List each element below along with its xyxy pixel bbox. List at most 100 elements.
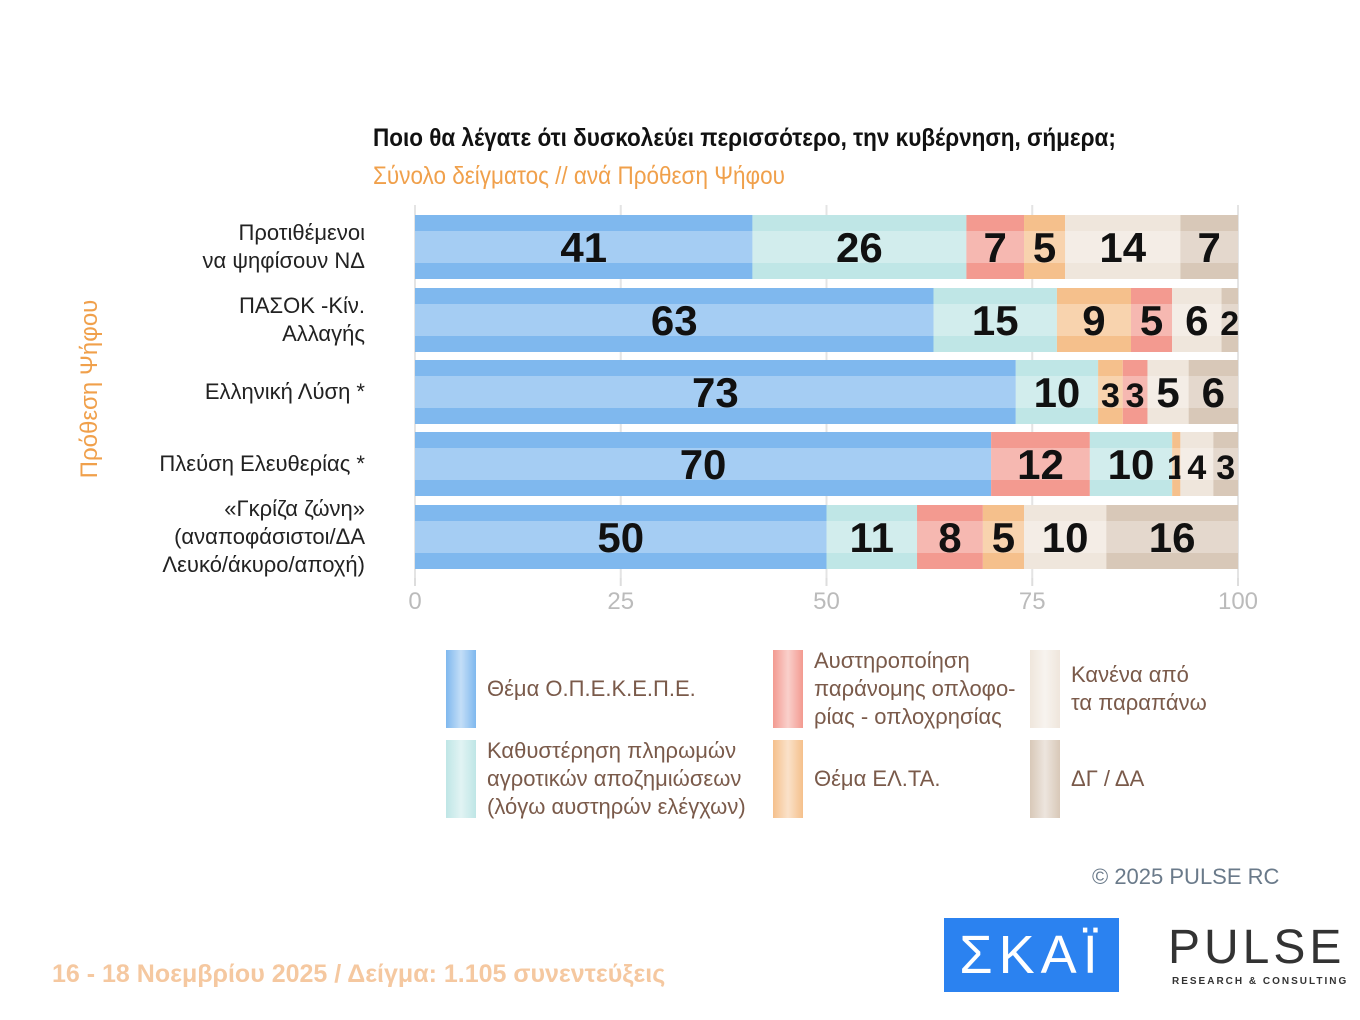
data-label: 15	[972, 297, 1019, 344]
bar-highlight	[1015, 376, 1099, 408]
bar-segment	[1106, 505, 1238, 569]
data-label: 3	[1126, 377, 1145, 415]
data-label: 7	[984, 224, 1007, 271]
legend-swatch	[446, 650, 476, 728]
bar-segment	[917, 505, 983, 569]
data-label: 10	[1108, 441, 1155, 488]
data-label: 26	[836, 224, 883, 271]
bar-segment	[1147, 360, 1189, 424]
legend-swatch	[773, 650, 803, 728]
data-label: 10	[1034, 369, 1081, 416]
bar-highlight	[982, 521, 1025, 553]
bar-segment	[1089, 432, 1173, 496]
bar-segment	[1098, 360, 1123, 424]
bar-segment	[1180, 215, 1238, 279]
bar-highlight	[1089, 448, 1173, 480]
bar-highlight	[752, 231, 967, 263]
bar-highlight	[1188, 376, 1238, 408]
legend-swatch	[1030, 650, 1060, 728]
x-tick-label: 0	[408, 588, 422, 615]
skai-logo: ΣΚΑΪ	[944, 918, 1119, 992]
data-label: 9	[1082, 297, 1105, 344]
legend-swatch	[773, 740, 803, 818]
category-label: Προτιθέμενοι να ψηφίσουν ΝΔ	[202, 220, 365, 273]
bar-segment	[826, 505, 918, 569]
pulse-logo: PULSE	[1168, 921, 1346, 974]
data-label: 12	[1017, 441, 1064, 488]
data-label: 3	[1216, 449, 1235, 487]
bar-highlight	[1122, 376, 1148, 408]
bar-highlight	[415, 231, 753, 263]
bar-segment	[1122, 360, 1148, 424]
data-label: 16	[1149, 514, 1196, 561]
bar-highlight	[917, 521, 983, 553]
category-label: ΠΑΣΟΚ -Κίν. Αλλαγής	[238, 293, 365, 346]
bar-highlight	[1098, 376, 1123, 408]
bar-highlight	[1024, 521, 1107, 553]
bar-segment	[415, 288, 934, 352]
bar-segment	[982, 505, 1025, 569]
bar-highlight	[991, 448, 1090, 480]
legend-label: ΔΓ / ΔΑ	[1071, 766, 1145, 791]
footer-sample-info: 16 - 18 Νοεμβρίου 2025 / Δείγμα: 1.105 σ…	[52, 960, 666, 988]
bar-segment	[1056, 288, 1132, 352]
data-label: 3	[1101, 377, 1120, 415]
bar-segment	[1015, 360, 1099, 424]
legend-label: Θέμα Ο.Π.Ε.Κ.Ε.Π.Ε.	[487, 676, 696, 701]
x-tick-label: 50	[813, 588, 840, 615]
x-tick-label: 25	[607, 588, 635, 615]
bar-highlight	[415, 376, 1016, 408]
data-label: 10	[1042, 514, 1089, 561]
bar-highlight	[1131, 304, 1173, 336]
bar-highlight	[415, 448, 992, 480]
legend-label: Θέμα ΕΛ.ΤΑ.	[814, 766, 941, 791]
bar-highlight	[1213, 448, 1238, 480]
bar-highlight	[933, 304, 1057, 336]
legend-label: Αυστηροποίηση παράνομης οπλοφο- ρίας - ο…	[814, 648, 1016, 729]
bar-highlight	[966, 231, 1025, 263]
data-label: 70	[680, 441, 727, 488]
bar-highlight	[1172, 448, 1181, 480]
data-label: 5	[1033, 224, 1056, 271]
bar-segment	[1172, 288, 1222, 352]
bar-segment	[1024, 215, 1066, 279]
data-label: 5	[992, 514, 1015, 561]
bar-highlight	[1024, 231, 1066, 263]
legend-label: Κανένα από τα παραπάνω	[1071, 662, 1207, 715]
data-label: 5	[1140, 297, 1163, 344]
bar-highlight	[1172, 304, 1222, 336]
bar-segment	[1065, 215, 1181, 279]
bar-segment	[933, 288, 1057, 352]
x-tick-label: 100	[1217, 588, 1259, 615]
data-label: 6	[1185, 297, 1208, 344]
bar-segment	[966, 215, 1025, 279]
bar-highlight	[1180, 448, 1214, 480]
bar-segment	[415, 360, 1016, 424]
bar-highlight	[1221, 304, 1238, 336]
data-label: 41	[560, 224, 607, 271]
bar-highlight	[1056, 304, 1132, 336]
data-label: 73	[692, 369, 739, 416]
data-label: 5	[1156, 369, 1179, 416]
data-label: 6	[1202, 369, 1225, 416]
bar-segment	[1188, 360, 1238, 424]
bar-highlight	[415, 521, 827, 553]
bar-segment	[1024, 505, 1107, 569]
bar-highlight	[1180, 231, 1238, 263]
data-label: 2	[1220, 305, 1239, 343]
data-label: 4	[1187, 449, 1206, 487]
copyright: © 2025 PULSE RC	[1092, 864, 1280, 889]
bar-highlight	[826, 521, 918, 553]
chart-subtitle: Σύνολο δείγματος // ανά Πρόθεση Ψήφου	[373, 162, 785, 190]
bar-segment	[415, 215, 753, 279]
bar-highlight	[1106, 521, 1238, 553]
bar-segment	[1221, 288, 1238, 352]
legend-label: Καθυστέρηση πληρωμών αγροτικών αποζημιώσ…	[487, 738, 746, 819]
bar-segment	[415, 505, 827, 569]
data-label: 11	[850, 514, 894, 561]
bar-segment	[991, 432, 1090, 496]
bar-segment	[1131, 288, 1173, 352]
pulse-logo-subtitle: RESEARCH & CONSULTING	[1172, 976, 1349, 987]
chart-title: Ποιο θα λέγατε ότι δυσκολεύει περισσότερ…	[373, 124, 1116, 152]
data-label: 63	[651, 297, 698, 344]
